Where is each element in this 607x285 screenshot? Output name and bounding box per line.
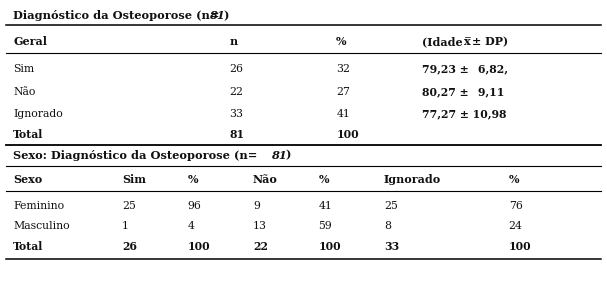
Text: Sim: Sim — [13, 64, 35, 74]
Text: Total: Total — [13, 129, 44, 140]
Text: %: % — [509, 174, 519, 185]
Text: Ignorado: Ignorado — [13, 109, 63, 119]
Text: 13: 13 — [253, 221, 267, 231]
Text: 77,27 ± 10,98: 77,27 ± 10,98 — [422, 109, 507, 119]
Text: Não: Não — [253, 174, 278, 185]
Text: Diagnóstico da Osteoporose (n=: Diagnóstico da Osteoporose (n= — [13, 10, 220, 21]
Text: n: n — [229, 36, 237, 47]
Text: %: % — [336, 36, 347, 47]
Text: 26: 26 — [122, 241, 137, 252]
Text: Geral: Geral — [13, 36, 47, 47]
Text: 4: 4 — [188, 221, 194, 231]
Text: 8: 8 — [384, 221, 391, 231]
Text: %: % — [188, 174, 198, 185]
Text: 41: 41 — [318, 201, 332, 211]
Text: 32: 32 — [336, 64, 350, 74]
Text: 26: 26 — [229, 64, 243, 74]
Text: Não: Não — [13, 87, 36, 97]
Text: 22: 22 — [229, 87, 243, 97]
Text: 79,23 ±  6,82,: 79,23 ± 6,82, — [422, 64, 509, 75]
Text: 100: 100 — [188, 241, 210, 252]
Text: 59: 59 — [318, 221, 332, 231]
Text: x̅: x̅ — [464, 36, 470, 47]
Text: Total: Total — [13, 241, 44, 252]
Text: 80,27 ±  9,11: 80,27 ± 9,11 — [422, 86, 505, 97]
Text: (Idade: (Idade — [422, 36, 467, 47]
Text: ): ) — [285, 150, 291, 160]
Text: 27: 27 — [336, 87, 350, 97]
Text: Sim: Sim — [122, 174, 146, 185]
Text: 81: 81 — [209, 10, 225, 21]
Text: 33: 33 — [384, 241, 399, 252]
Text: 9: 9 — [253, 201, 260, 211]
Text: Sexo: Diagnóstico da Osteoporose (n=: Sexo: Diagnóstico da Osteoporose (n= — [13, 150, 257, 160]
Text: ): ) — [224, 10, 229, 21]
Text: 25: 25 — [384, 201, 398, 211]
Text: Masculino: Masculino — [13, 221, 70, 231]
Text: 100: 100 — [509, 241, 531, 252]
Text: 41: 41 — [336, 109, 350, 119]
Text: Ignorado: Ignorado — [384, 174, 441, 185]
Text: 100: 100 — [336, 129, 359, 140]
Text: %: % — [318, 174, 329, 185]
Text: 1: 1 — [122, 221, 129, 231]
Text: 22: 22 — [253, 241, 268, 252]
Text: 33: 33 — [229, 109, 243, 119]
Text: 81: 81 — [229, 129, 244, 140]
Text: 76: 76 — [509, 201, 523, 211]
Text: 100: 100 — [318, 241, 341, 252]
Text: ± DP): ± DP) — [472, 36, 509, 47]
Text: 24: 24 — [509, 221, 523, 231]
Text: Feminino: Feminino — [13, 201, 64, 211]
Text: 96: 96 — [188, 201, 202, 211]
Text: Sexo: Sexo — [13, 174, 42, 185]
Text: 25: 25 — [122, 201, 136, 211]
Text: 81: 81 — [271, 150, 287, 160]
